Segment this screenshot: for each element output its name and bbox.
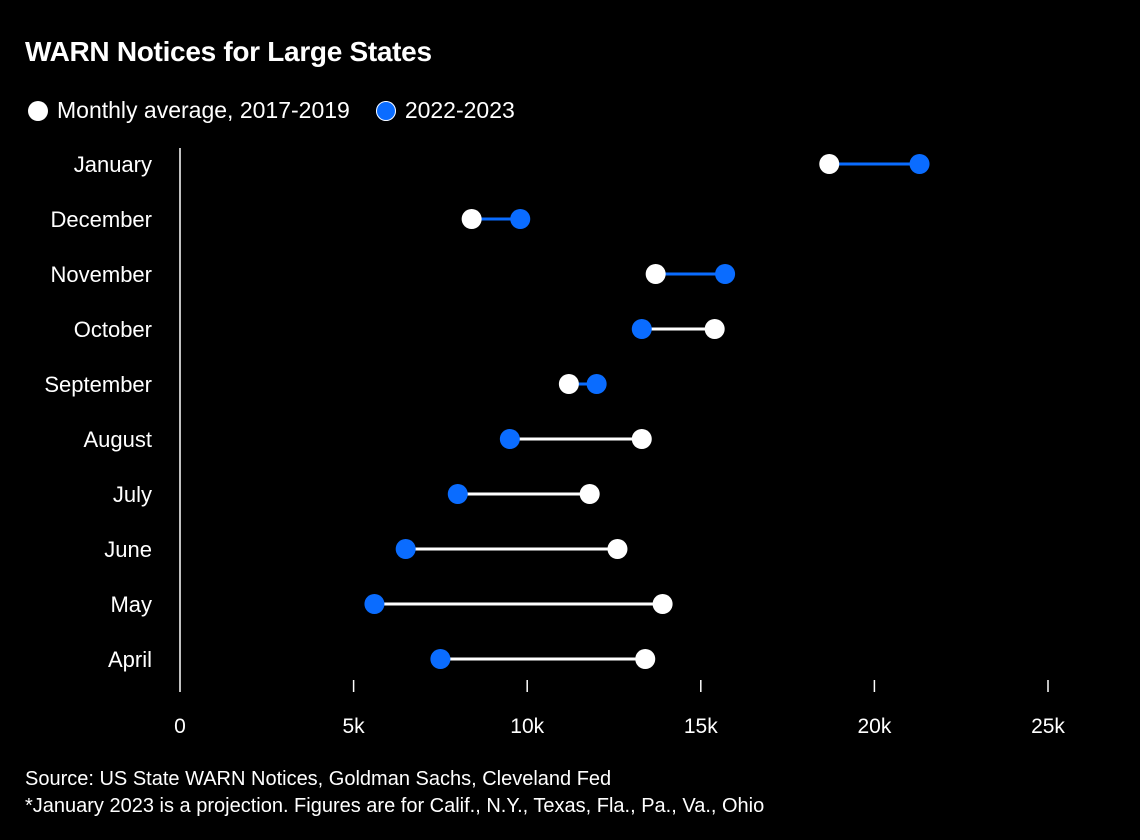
y-category-label: October — [74, 317, 152, 342]
point-2017-2019 — [704, 319, 725, 339]
point-2017-2019 — [461, 209, 482, 229]
y-category-label: April — [108, 647, 152, 672]
x-tick-label: 5k — [343, 715, 366, 738]
chart-title: WARN Notices for Large States — [25, 36, 432, 67]
y-category-label: January — [74, 152, 152, 177]
point-2017-2019 — [558, 374, 579, 394]
point-2022-2023 — [715, 264, 736, 284]
point-2022-2023 — [447, 484, 468, 504]
legend: Monthly average, 2017-2019 2022-2023 — [28, 97, 541, 124]
point-2017-2019 — [607, 539, 628, 559]
point-2017-2019 — [631, 429, 652, 449]
y-category-label: September — [44, 372, 152, 397]
x-tick-label: 25k — [1031, 715, 1065, 738]
point-2022-2023 — [499, 429, 520, 449]
point-2022-2023 — [510, 209, 531, 229]
x-tick-label: 15k — [684, 715, 718, 738]
point-2022-2023 — [586, 374, 607, 394]
y-category-label: December — [51, 207, 152, 232]
source-note: Source: US State WARN Notices, Goldman S… — [25, 768, 612, 790]
point-2017-2019 — [652, 594, 673, 614]
footer: Source: US State WARN Notices, Goldman S… — [25, 766, 764, 820]
point-2022-2023 — [430, 649, 451, 669]
y-category-label: November — [51, 262, 152, 287]
point-2022-2023 — [909, 154, 930, 174]
y-category-label: July — [113, 482, 152, 507]
point-2022-2023 — [364, 594, 385, 614]
y-category-label: June — [104, 537, 152, 562]
legend-label-2022-2023: 2022-2023 — [404, 97, 515, 123]
point-2017-2019 — [645, 264, 666, 284]
point-2017-2019 — [579, 484, 600, 504]
x-tick-label: 20k — [857, 715, 891, 738]
x-tick-label: 10k — [510, 715, 544, 738]
point-2017-2019 — [819, 154, 840, 174]
x-tick-label: 0 — [174, 715, 186, 738]
legend-dot-2022-2023 — [375, 100, 396, 121]
point-2017-2019 — [635, 649, 656, 669]
legend-dot-2017-2019 — [28, 100, 48, 121]
y-category-label: May — [110, 592, 152, 617]
y-category-label: August — [84, 427, 153, 452]
point-2022-2023 — [395, 539, 416, 559]
legend-label-2017-2019: Monthly average, 2017-2019 — [57, 97, 350, 123]
footnote: *January 2023 is a projection. Figures a… — [25, 795, 765, 817]
point-2022-2023 — [631, 319, 652, 339]
